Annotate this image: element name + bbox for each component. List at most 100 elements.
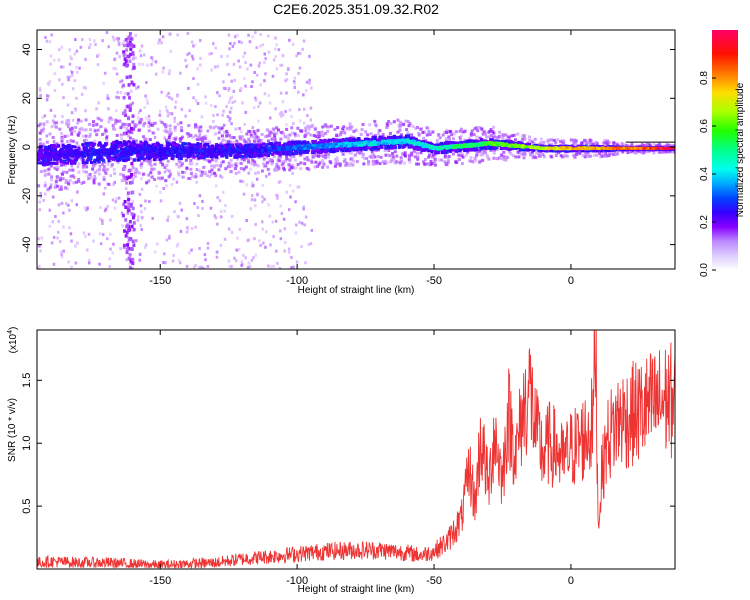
spectral-halo (110, 118, 114, 121)
spectral-halo (407, 153, 411, 157)
spectral-halo (411, 124, 415, 128)
spectral-speckle (288, 183, 292, 187)
spectral-band (154, 155, 157, 159)
spectral-band (91, 144, 95, 148)
spectral-speckle (143, 106, 146, 110)
spectral-halo (81, 166, 85, 170)
spectral-speckle (174, 100, 178, 104)
spectral-speckle (161, 70, 165, 74)
spectral-speckle (72, 181, 75, 185)
spectral-halo (303, 157, 307, 161)
spectral-halo (398, 125, 402, 129)
spectral-halo (147, 125, 151, 129)
spectral-halo (143, 121, 147, 125)
spectral-halo (37, 184, 41, 188)
spectral-halo (58, 127, 62, 131)
spectral-halo (495, 136, 499, 140)
spectral-halo (342, 129, 346, 133)
spectral-speckle (112, 67, 115, 70)
spectral-halo (269, 131, 273, 135)
spectral-speckle (210, 164, 213, 168)
spectral-halo (101, 133, 104, 136)
spectral-halo (194, 172, 198, 176)
spectral-band (114, 155, 118, 159)
spectral-band (134, 151, 138, 155)
spectral-speckle (58, 48, 61, 52)
spectral-halo (604, 152, 608, 155)
spectral-halo (88, 172, 92, 176)
spectral-band (371, 136, 375, 140)
spectral-halo (549, 138, 553, 142)
spectral-halo (296, 163, 300, 166)
spectral-speckle (131, 101, 134, 105)
spectral-speckle (267, 203, 270, 207)
spectral-halo (95, 133, 99, 137)
spectral-halo (438, 136, 442, 140)
spectral-speckle (253, 71, 256, 74)
spectral-halo (229, 136, 233, 140)
spectral-band (577, 144, 580, 148)
spectral-halo (51, 136, 55, 139)
spectral-speckle (212, 42, 215, 46)
spectral-halo (605, 139, 609, 143)
spectral-band (37, 158, 41, 161)
spectral-speckle (169, 50, 172, 53)
spectral-speckle (225, 105, 228, 108)
spectral-halo (102, 168, 106, 171)
spectral-halo (59, 163, 63, 167)
spectral-speckle (275, 43, 278, 47)
spectral-halo (350, 156, 354, 160)
spectral-halo (178, 137, 182, 141)
spectral-halo (594, 140, 598, 144)
spectral-halo (350, 151, 353, 155)
spectral-halo (428, 153, 431, 157)
spectral-speckle (175, 244, 179, 248)
spectral-speckle (198, 133, 202, 137)
spectral-speckle (60, 255, 64, 259)
spectral-halo (492, 151, 496, 155)
spectral-halo (369, 155, 373, 159)
spectral-halo (559, 154, 563, 158)
spectral-halo (479, 153, 483, 157)
spectral-speckle (264, 245, 267, 249)
spectral-speckle (105, 31, 109, 34)
spectral-speckle (239, 179, 242, 183)
spectral-halo (160, 176, 164, 180)
spectral-halo (160, 121, 164, 124)
spectral-speckle (132, 221, 136, 225)
spectral-halo (429, 160, 433, 163)
spectral-halo (111, 124, 115, 128)
spectral-speckle (130, 180, 134, 185)
spectral-speckle (164, 105, 168, 109)
spectral-speckle (39, 195, 43, 199)
spectral-speckle (250, 85, 254, 89)
spectral-band (52, 145, 55, 149)
spectral-halo (333, 127, 337, 131)
spectral-speckle (204, 258, 207, 262)
spectral-speckle (303, 107, 306, 111)
spectral-halo (87, 122, 91, 126)
spectral-speckle (126, 92, 130, 96)
spectral-band (169, 153, 173, 157)
spectral-halo (584, 152, 588, 156)
spectral-band (291, 141, 295, 145)
spectral-speckle (115, 109, 118, 113)
spectral-speckle (114, 200, 117, 204)
spectral-speckle (70, 71, 74, 74)
spectral-speckle (124, 234, 128, 238)
spectral-speckle (132, 83, 136, 87)
spectral-halo (371, 159, 375, 163)
spectral-halo (77, 180, 81, 183)
spectral-halo (452, 132, 456, 136)
spectral-speckle (102, 192, 106, 196)
spectral-halo (288, 158, 292, 162)
spectral-speckle (285, 78, 289, 82)
spectral-speckle (128, 59, 132, 63)
spectral-speckle (93, 174, 96, 178)
spectral-halo (123, 132, 127, 136)
spectral-speckle (167, 215, 170, 219)
spectral-speckle (185, 230, 189, 234)
spectral-halo (317, 154, 321, 158)
spectral-speckle (70, 239, 73, 243)
spectral-speckle (38, 264, 41, 268)
